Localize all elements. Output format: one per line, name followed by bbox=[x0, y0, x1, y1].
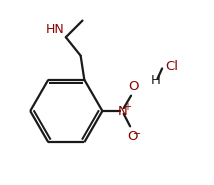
Text: H: H bbox=[151, 74, 161, 87]
Text: O: O bbox=[128, 80, 139, 92]
Text: +: + bbox=[123, 102, 131, 112]
Text: Cl: Cl bbox=[165, 60, 178, 73]
Text: HN: HN bbox=[46, 23, 65, 36]
Text: N: N bbox=[118, 105, 128, 117]
Text: −: − bbox=[134, 129, 142, 139]
Text: O: O bbox=[128, 130, 138, 142]
